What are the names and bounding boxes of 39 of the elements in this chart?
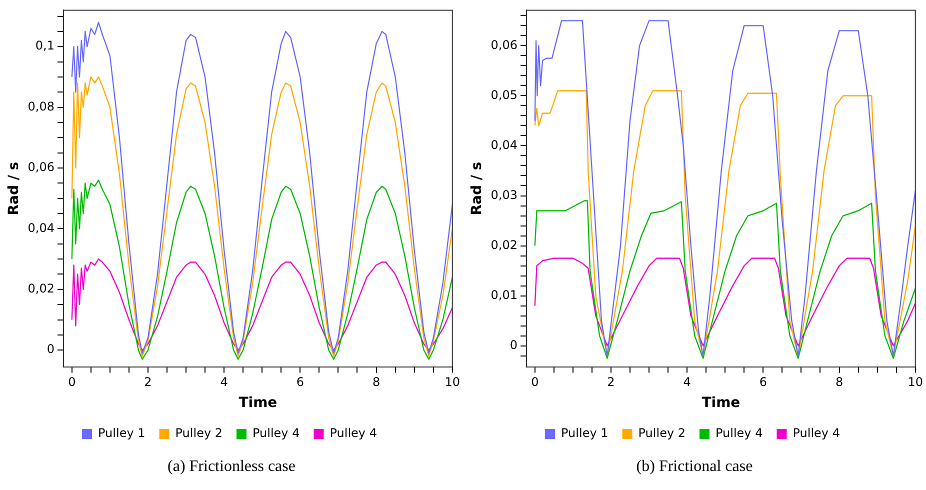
x-tick-label: 10 [908, 375, 924, 390]
x-tick-label: 0 [531, 375, 539, 390]
y-axis-title: Rad / s [6, 162, 22, 216]
x-axis-title: Time [238, 395, 278, 412]
y-tick-label: 0,03 [490, 188, 518, 202]
x-tick-label: 8 [835, 375, 844, 390]
x-tick-label: 10 [444, 375, 460, 390]
x-tick-label: 2 [607, 375, 615, 390]
legend-label: Pulley 4 [330, 426, 377, 440]
legend-label: Pulley 4 [252, 426, 300, 440]
x-tick-label: 4 [683, 375, 691, 390]
y-tick-label: 0,01 [490, 288, 518, 302]
y-tick-label: 0,02 [490, 238, 518, 252]
y-tick-label: 0,06 [28, 160, 55, 174]
x-tick-label: 8 [372, 375, 380, 390]
y-tick-label: 0 [510, 338, 518, 352]
x-tick-label: 2 [144, 375, 152, 390]
legend-label: Pulley 4 [792, 426, 840, 440]
y-tick-label: 0,08 [28, 99, 55, 114]
text: (b) Frictional case [635, 458, 754, 476]
y-tick-label: 0,05 [490, 88, 518, 102]
legend-label: Pulley 1 [561, 426, 608, 440]
y-tick-label: 0,06 [490, 38, 518, 52]
y-tick-label: 0,04 [28, 220, 55, 235]
x-axis-title: Time [702, 395, 740, 412]
y-tick-label: 0,02 [28, 282, 55, 296]
y-axis-title: Rad / s [469, 162, 486, 216]
y-tick-label: 0,1 [35, 38, 55, 53]
x-tick-label: 0 [68, 375, 76, 390]
x-tick-label: 4 [220, 375, 228, 390]
x-tick-label: 6 [296, 375, 304, 390]
x-tick-label: 6 [759, 375, 767, 390]
legend-label: Pulley 2 [638, 426, 686, 440]
legend-label: Pulley 4 [716, 426, 763, 440]
legend-label: Pulley 2 [175, 426, 222, 440]
text: (a) Frictionless case [166, 458, 296, 476]
legend-label: Pulley 1 [98, 426, 146, 440]
y-tick-label: 0 [46, 342, 55, 356]
y-tick-label: 0,04 [490, 138, 518, 152]
